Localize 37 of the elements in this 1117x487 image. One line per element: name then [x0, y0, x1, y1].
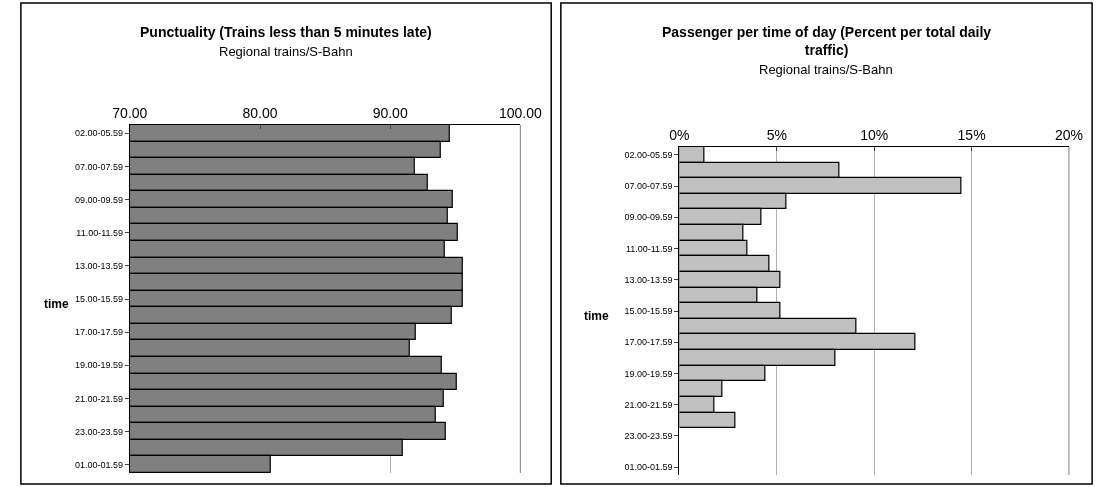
y-tick-label: 17.00-17.59 [624, 337, 673, 348]
y-tick-label: 13.00-13.59 [75, 261, 124, 272]
y-tick-label: 01.00-01.59 [624, 462, 673, 473]
y-tick-label: 13.00-13.59 [624, 274, 673, 285]
y-tick-label: 23.00-23.59 [75, 426, 124, 437]
chart-subtitle: Regional trains/S-Bahn [219, 44, 353, 59]
chart-title: Punctuality (Trains less than 5 minutes late) [140, 24, 432, 40]
x-tick-label: 90.00 [372, 105, 408, 122]
y-tick-label: 19.00-19.59 [75, 360, 124, 371]
x-tick-label: 0% [669, 127, 690, 144]
y-tick-label: 23.00-23.59 [624, 431, 673, 442]
x-tick-label: 20% [1054, 127, 1083, 144]
chart-title: Passenger per time of day (Percent per total daily traffic) [662, 24, 992, 59]
y-tick-label: 19.00-19.59 [624, 368, 673, 379]
y-tick-label: 11.00-11.59 [76, 227, 124, 238]
x-tick-label: 5% [766, 127, 787, 144]
x-tick-label: 80.00 [242, 105, 278, 122]
y-axis-title: time [584, 309, 609, 323]
y-tick-label: 21.00-21.59 [624, 399, 673, 410]
y-tick-label: 21.00-21.59 [75, 393, 124, 404]
y-tick-label: 07.00-07.59 [75, 161, 124, 172]
x-tick-label: 10% [860, 127, 889, 144]
y-tick-label: 02.00-05.59 [624, 149, 673, 160]
y-axis-title: time [44, 297, 69, 311]
y-tick-label: 09.00-09.59 [624, 212, 673, 223]
y-tick-label: 15.00-15.59 [75, 294, 124, 305]
y-tick-label: 09.00-09.59 [75, 194, 124, 205]
y-tick-label: 02.00-05.59 [75, 128, 124, 139]
x-tick-label: 70.00 [112, 105, 148, 122]
y-tick-label: 11.00-11.59 [625, 243, 673, 254]
y-tick-label: 01.00-01.59 [75, 459, 124, 470]
y-tick-label: 07.00-07.59 [624, 181, 673, 192]
y-tick-label: 17.00-17.59 [75, 327, 124, 338]
y-tick-label: 15.00-15.59 [624, 306, 673, 317]
x-tick-label: 100.00 [498, 105, 542, 122]
x-tick-label: 15% [957, 127, 986, 144]
chart-subtitle: Regional trains/S-Bahn [759, 62, 893, 77]
